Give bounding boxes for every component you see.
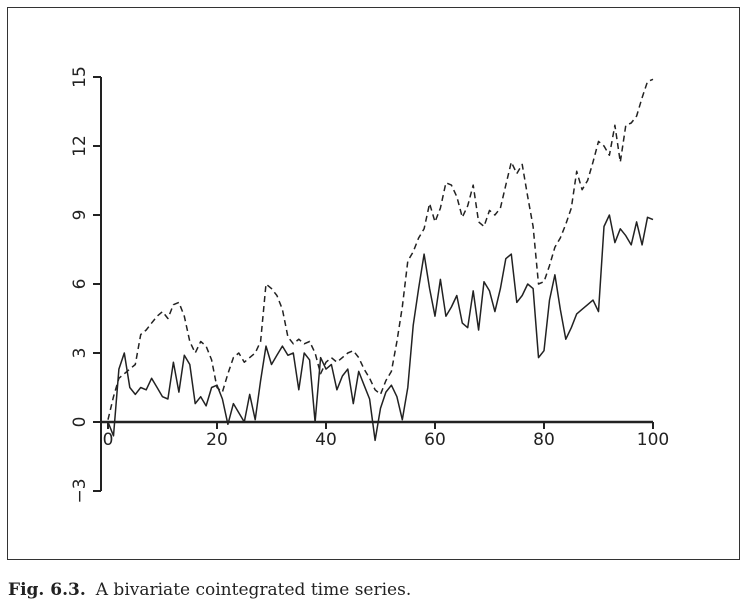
figure-frame: −3 0 3 6 9 12 15 0 20 40 60 80 100	[7, 7, 740, 560]
x-tick-label: 80	[533, 430, 555, 450]
figure-caption: Fig. 6.3. A bivariate cointegrated time s…	[8, 580, 411, 600]
series-lines	[107, 78, 654, 442]
series-line-solid	[107, 214, 654, 442]
y-tick-label: 3	[70, 348, 90, 359]
x-tick-label: 100	[637, 430, 669, 450]
caption-label: Fig. 6.3.	[8, 580, 86, 600]
y-tick-label: 9	[70, 210, 90, 221]
caption-text: A bivariate cointegrated time series.	[95, 580, 412, 600]
x-tick-label: 60	[424, 430, 446, 450]
y-tick-label: −3	[70, 478, 90, 503]
y-tick-label: 12	[70, 135, 90, 157]
y-tick-label: 0	[70, 417, 90, 428]
chart: −3 0 3 6 9 12 15 0 20 40 60 80 100	[70, 66, 669, 503]
x-tick-label: 20	[206, 430, 228, 450]
y-tick-label: 6	[70, 279, 90, 290]
x-tick-label: 40	[315, 430, 337, 450]
x-tick-label: 0	[103, 430, 114, 450]
y-tick-label: 15	[70, 66, 90, 88]
ticks: −3 0 3 6 9 12 15 0 20 40 60 80 100	[70, 66, 669, 503]
